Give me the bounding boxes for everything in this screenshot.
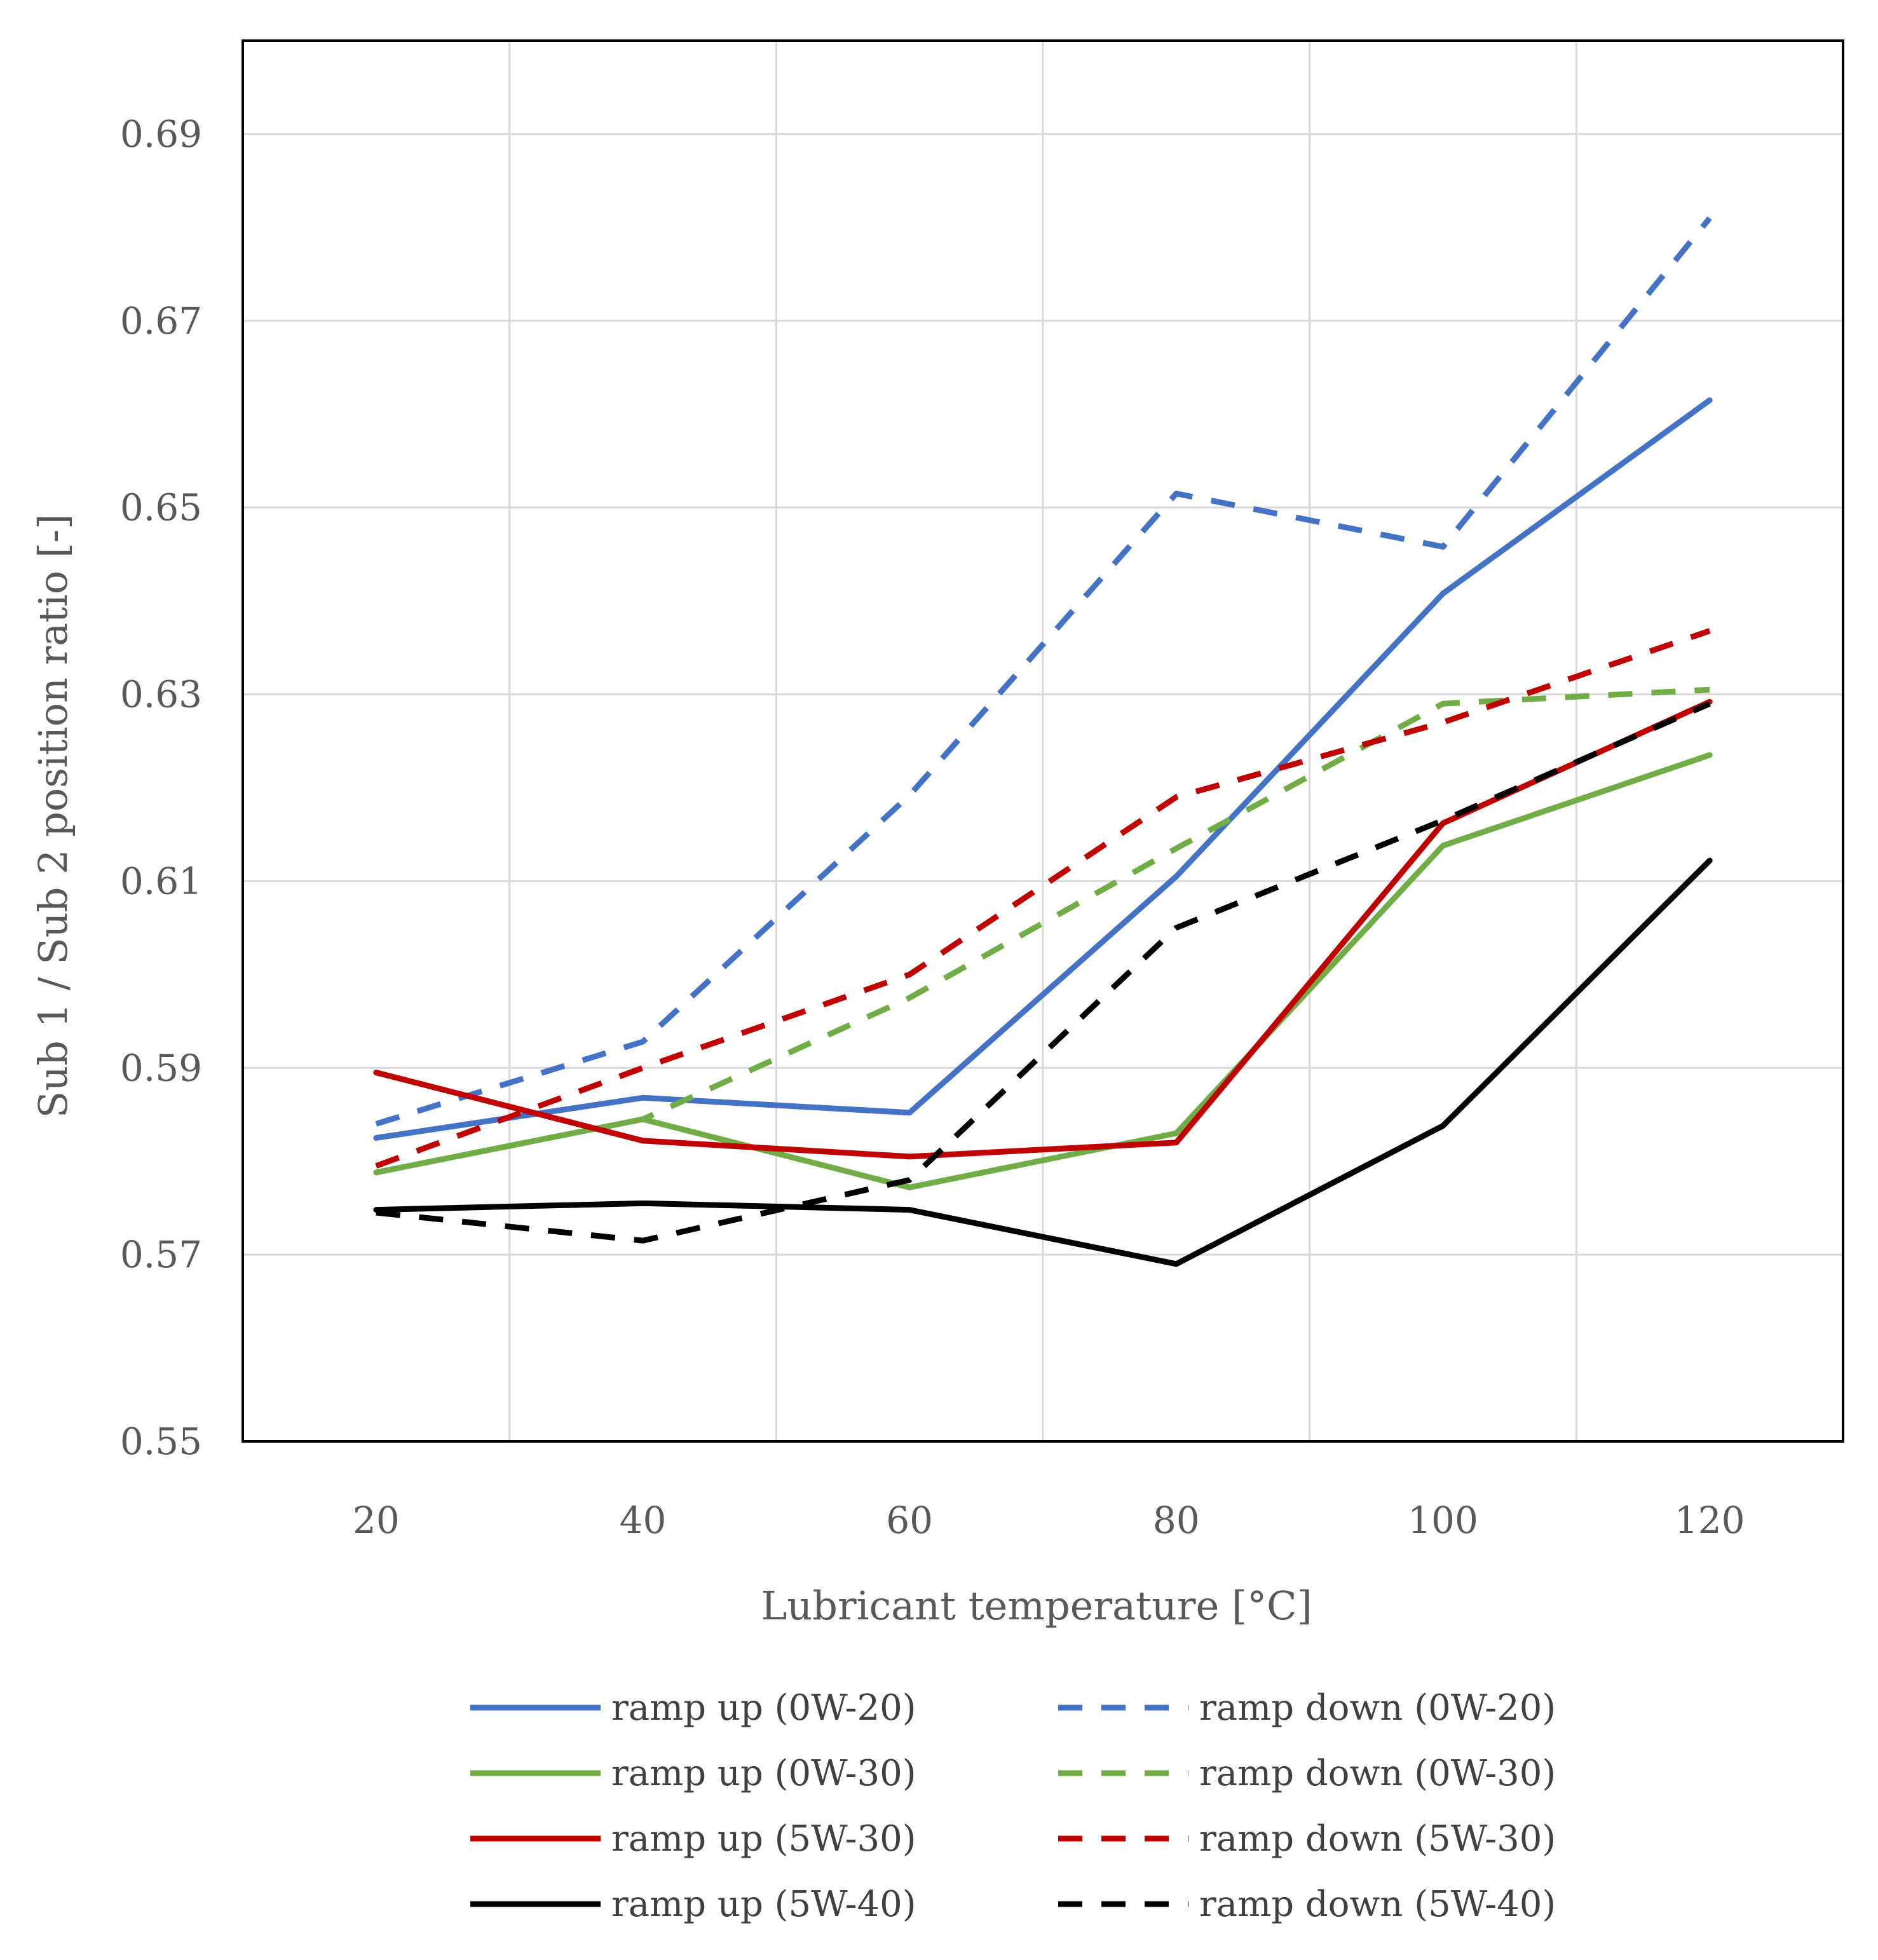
series-line-6 (375, 628, 1711, 1169)
x-tick-label: 60 (886, 1499, 933, 1542)
y-tick-label: 0.65 (120, 486, 202, 529)
y-tick-label: 0.57 (120, 1233, 202, 1276)
y-tick-label: 0.59 (120, 1046, 202, 1089)
series-line-2 (375, 216, 1712, 1127)
series-line-8 (376, 701, 1711, 1244)
y-tick-label: 0.55 (120, 1420, 202, 1463)
series-lines (373, 216, 1713, 1267)
legend-label-8: ramp down (5W-40) (1199, 1884, 1556, 1925)
y-tick-label: 0.69 (120, 112, 202, 156)
y-tick-label: 0.67 (120, 299, 202, 343)
legend-label-7: ramp up (5W-40) (611, 1884, 916, 1925)
legend-label-2: ramp down (0W-20) (1199, 1687, 1556, 1729)
y-tick-label: 0.61 (120, 859, 202, 902)
plot-area-border (242, 39, 1844, 1443)
legend-label-6: ramp down (5W-30) (1199, 1818, 1556, 1860)
y-axis-tick-labels: 0.55 0.57 0.59 0.61 0.63 0.65 0.67 0.69 (120, 112, 202, 1463)
x-axis-title: Lubricant temperature [°C] (761, 1582, 1312, 1629)
legend-label-1: ramp up (0W-20) (611, 1687, 916, 1729)
series-line-7 (373, 857, 1713, 1267)
x-tick-label: 80 (1153, 1499, 1200, 1542)
legend: ramp up (0W-20) ramp down (0W-20) ramp up … (470, 1687, 1556, 1925)
x-tick-label: 120 (1675, 1499, 1745, 1542)
series-line-1 (373, 397, 1713, 1141)
x-tick-label: 100 (1408, 1499, 1478, 1542)
legend-label-3: ramp up (0W-30) (611, 1753, 916, 1794)
gridlines (242, 41, 1844, 1443)
legend-label-5: ramp up (5W-30) (611, 1818, 916, 1860)
x-tick-label: 40 (620, 1499, 667, 1542)
series-line-5 (373, 698, 1713, 1160)
y-axis-title: Sub 1 / Sub 2 position ratio [-] (30, 514, 76, 1119)
legend-label-4: ramp down (0W-30) (1199, 1753, 1556, 1794)
x-tick-label: 20 (353, 1499, 400, 1542)
y-tick-label: 0.63 (120, 673, 202, 716)
x-axis-tick-labels: 20 40 60 80 100 120 (353, 1499, 1745, 1542)
